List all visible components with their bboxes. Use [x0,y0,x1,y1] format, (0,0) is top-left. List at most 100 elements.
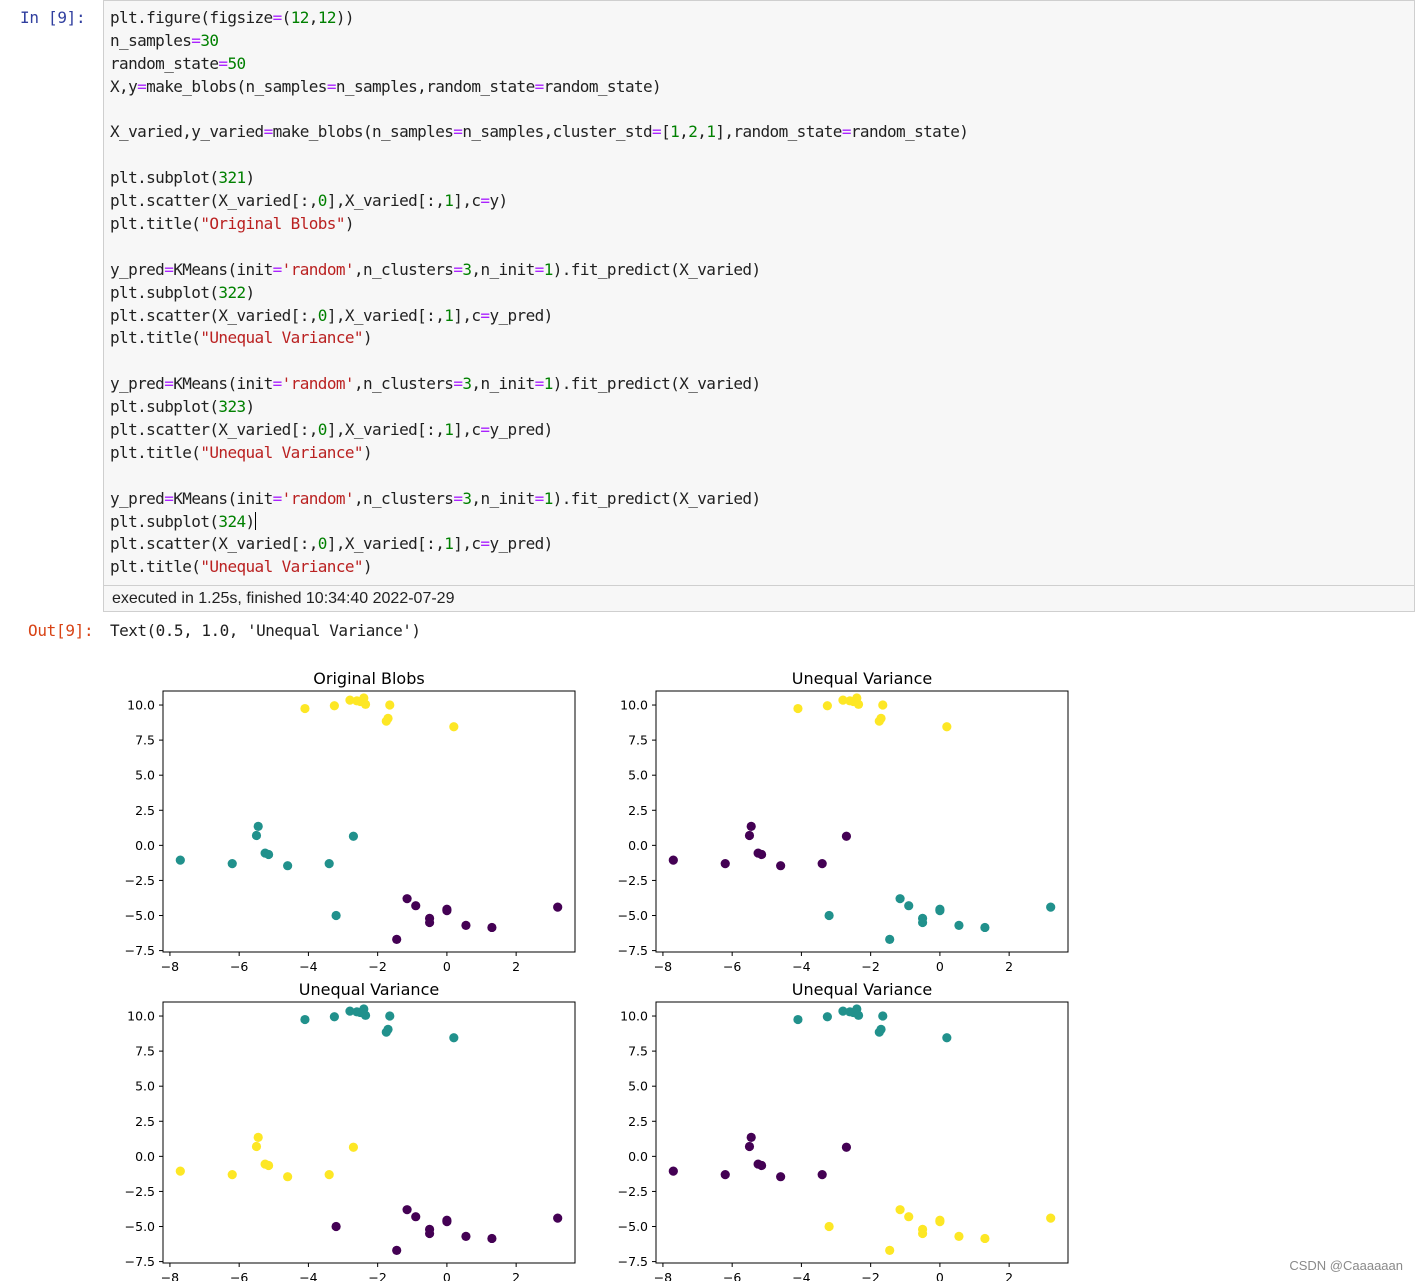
scatter-point [402,1205,412,1215]
scatter-point [954,920,964,930]
scatter-point [331,1221,341,1232]
x-tick-label: −2 [368,959,386,974]
chart-title: Unequal Variance [792,980,932,999]
code-line[interactable]: plt.subplot(322) [110,282,255,302]
code-line[interactable]: plt.title("Unequal Variance") [110,442,373,462]
code-line[interactable]: plt.scatter(X_varied[:,0],X_varied[:,1],… [110,420,553,440]
output-prompt: Out[9]: [28,621,94,640]
scatter-point [793,1014,803,1025]
y-tick-label: 0.0 [135,1149,155,1164]
y-tick-label: −7.5 [125,943,155,958]
code-line[interactable]: plt.subplot(321) [110,168,255,188]
scatter-point [980,1233,990,1244]
chart-title: Original Blobs [313,669,424,688]
scatter-point [251,1141,262,1152]
y-tick-label: 7.5 [628,733,648,748]
scatter-point [954,1231,964,1241]
scatter-point [300,1014,310,1025]
code-line[interactable]: plt.title("Unequal Variance") [110,328,373,348]
y-tick-label: 10.0 [127,698,155,713]
scatter-point [329,1012,339,1022]
scatter-point [385,1011,395,1021]
chart-title: Unequal Variance [299,980,439,999]
y-tick-label: −2.5 [125,873,155,888]
code-line[interactable]: plt.subplot(323) [110,397,255,417]
x-tick-label: −6 [230,959,248,974]
x-tick-label: 0 [443,959,451,974]
axes-frame [162,690,576,953]
scatter-point [746,1132,756,1143]
scatter-point [841,1142,852,1152]
scatter-point [424,1228,435,1239]
y-tick-label: 2.5 [135,803,155,818]
scatter-point [300,703,310,714]
scatter-point [348,831,359,841]
y-tick-label: −2.5 [125,1184,155,1199]
scatter-point [744,1141,755,1152]
code-line[interactable]: plt.title("Unequal Variance") [110,557,373,577]
x-tick-label: −4 [299,959,317,974]
code-line[interactable]: y_pred=KMeans(init='random',n_clusters=3… [110,488,761,508]
code-line[interactable]: plt.scatter(X_varied[:,0],X_varied[:,1],… [110,534,553,554]
y-tick-label: 7.5 [135,733,155,748]
output-text: Text(0.5, 1.0, 'Unequal Variance') [110,621,421,640]
scatter-point [385,700,395,710]
y-tick-label: 0.0 [628,1149,648,1164]
y-tick-label: −7.5 [618,1254,648,1269]
scatter-point [175,1166,185,1176]
scatter-point [251,830,262,841]
y-tick-label: 5.0 [135,1079,155,1094]
code-line[interactable]: X_varied,y_varied=make_blobs(n_samples=n… [110,122,969,142]
y-tick-label: 2.5 [628,1114,648,1129]
code-line[interactable]: random_state=50 [110,53,246,73]
code-line[interactable]: n_samples=30 [110,30,219,50]
scatter-point [935,906,945,916]
scatter-point [841,831,852,841]
code-line[interactable]: y_pred=KMeans(init='random',n_clusters=3… [110,259,761,279]
y-tick-label: −2.5 [618,1184,648,1199]
scatter-point [853,1010,864,1020]
scatter-point [348,1142,359,1152]
y-tick-label: 7.5 [135,1044,155,1059]
scatter-point [853,699,864,709]
scatter-point [720,1169,730,1180]
x-tick-label: −8 [654,959,672,974]
x-tick-label: 0 [936,1270,944,1281]
scatter-point [878,1011,888,1021]
scatter-point [878,700,888,710]
x-tick-label: −4 [792,959,810,974]
scatter-point [876,1024,886,1034]
scatter-point [824,910,834,921]
x-tick-label: −4 [299,1270,317,1281]
code-line[interactable]: plt.subplot(324) [110,511,256,531]
scatter-point [227,858,237,869]
scatter-point [942,1033,952,1043]
code-line[interactable]: y_pred=KMeans(init='random',n_clusters=3… [110,374,761,394]
code-line[interactable]: plt.scatter(X_varied[:,0],X_varied[:,1],… [110,191,508,211]
scatter-point [553,1213,563,1223]
scatter-point [442,906,452,916]
code-line[interactable]: plt.figure(figsize=(12,12)) [110,8,355,27]
scatter-point [253,821,263,832]
scatter-point [824,1221,834,1232]
scatter-point [487,922,497,933]
y-tick-label: −2.5 [618,873,648,888]
code-line[interactable]: X,y=make_blobs(n_samples=n_samples,rando… [110,76,662,96]
scatter-point [449,1033,459,1043]
axes-frame [162,1001,576,1264]
scatter-point [822,1012,832,1022]
axes-frame [655,1001,1069,1264]
x-tick-label: 2 [512,1270,520,1281]
scatter-point [720,858,730,869]
scatter-point [360,699,371,709]
scatter-point [360,1010,371,1020]
scatter-point [392,1245,402,1255]
scatter-point [744,830,755,841]
y-tick-label: −5.0 [618,908,648,923]
code-line[interactable]: plt.title("Original Blobs") [110,214,355,234]
scatter-point [329,701,339,711]
code-line[interactable]: plt.scatter(X_varied[:,0],X_varied[:,1],… [110,305,553,325]
